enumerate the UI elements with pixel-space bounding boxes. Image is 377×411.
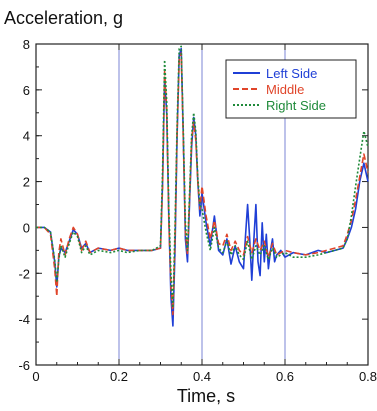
series-lines (36, 45, 369, 327)
y-tick-label: 8 (23, 37, 30, 52)
x-tick-label: 0.4 (193, 369, 211, 384)
y-axis-title: Acceleration, g (4, 8, 123, 28)
y-tick-label: 6 (23, 83, 30, 98)
legend-label-right-side: Right Side (266, 98, 326, 113)
x-axis-title: Time, s (177, 386, 235, 406)
y-tick-label: -6 (18, 358, 30, 373)
y-tick-label: 4 (23, 129, 30, 144)
x-tick-label: 0.6 (276, 369, 294, 384)
legend: Left Side Middle Right Side (225, 59, 357, 119)
legend-label-left-side: Left Side (266, 66, 317, 81)
axis-ticks: 0 0.2 0.4 0.6 0.8 -6 -4 -2 0 2 4 6 8 (18, 37, 377, 384)
y-tick-label: 0 (23, 220, 30, 235)
x-tick-label: 0.2 (110, 369, 128, 384)
series-line-right-side (36, 45, 369, 309)
y-tick-label: -4 (18, 312, 30, 327)
legend-label-middle: Middle (266, 82, 304, 97)
x-tick-label: 0 (32, 369, 39, 384)
y-tick-label: -2 (18, 266, 30, 281)
y-tick-label: 2 (23, 175, 30, 190)
x-tick-label: 0.8 (359, 369, 377, 384)
